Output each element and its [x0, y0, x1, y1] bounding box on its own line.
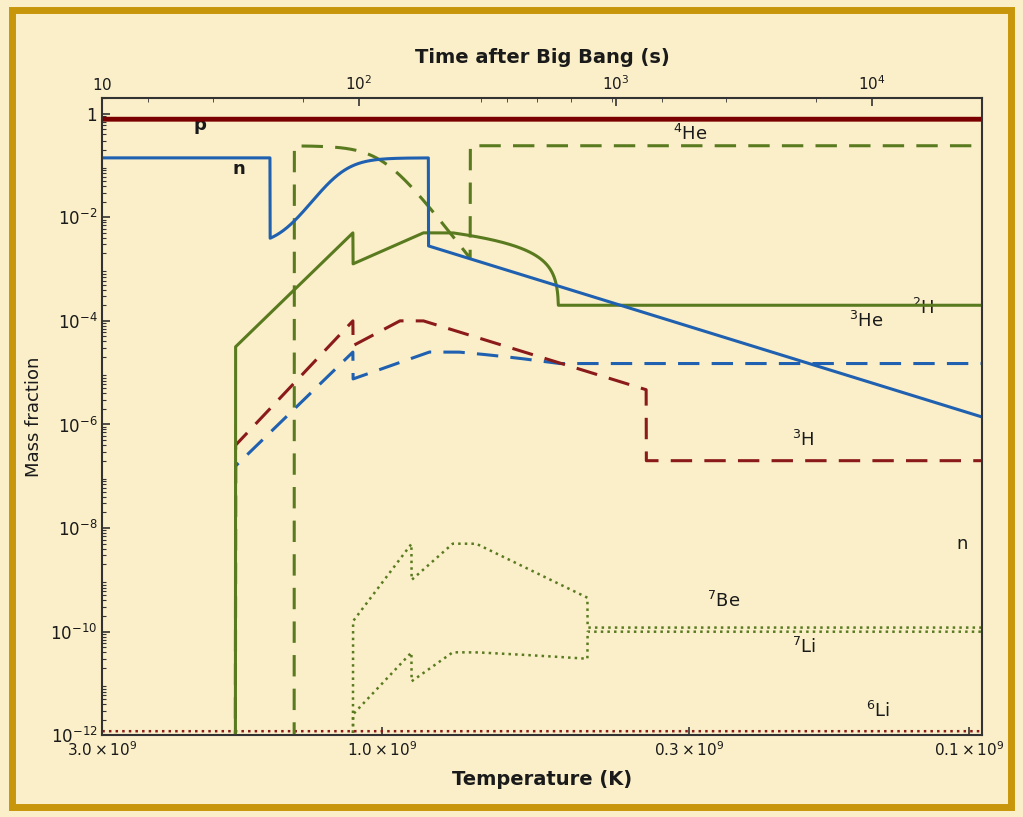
- Text: n: n: [232, 160, 246, 178]
- X-axis label: Time after Big Bang (s): Time after Big Bang (s): [414, 48, 670, 67]
- Text: n: n: [957, 534, 968, 552]
- Text: $^7$Be: $^7$Be: [707, 591, 740, 610]
- Text: $^3$He: $^3$He: [849, 310, 884, 331]
- Text: $^4$He: $^4$He: [672, 124, 707, 145]
- Text: $^3$H: $^3$H: [793, 430, 814, 450]
- Text: $^6$Li: $^6$Li: [865, 700, 890, 721]
- Y-axis label: Mass fraction: Mass fraction: [26, 356, 43, 477]
- Text: $^7$Li: $^7$Li: [793, 637, 816, 658]
- Text: p: p: [193, 116, 206, 134]
- Text: $^2$H: $^2$H: [913, 297, 935, 318]
- X-axis label: Temperature (K): Temperature (K): [452, 770, 632, 789]
